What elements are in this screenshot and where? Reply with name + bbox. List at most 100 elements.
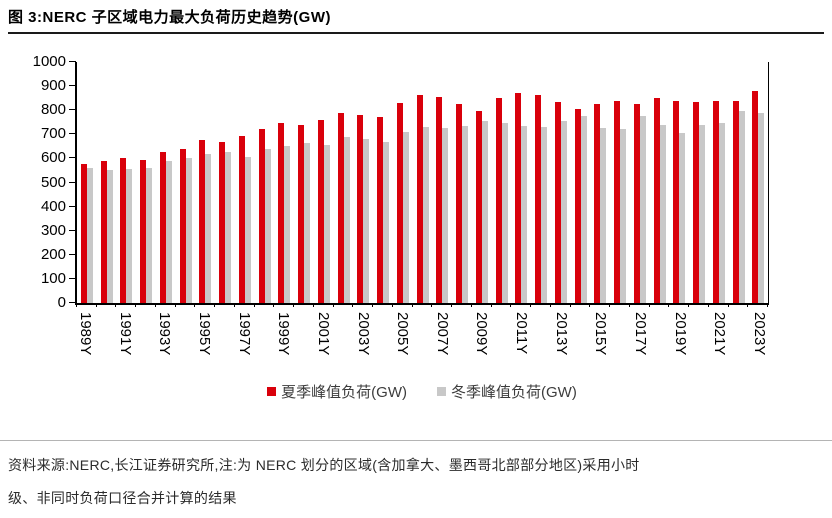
x-axis-tick (530, 303, 532, 307)
x-axis-label-2023Y: 2023Y (751, 312, 769, 356)
source-note: 资料来源:NERC,长江证券研究所,注:为 NERC 划分的区域(含加拿大、墨西… (8, 449, 824, 515)
bar-summer-2009Y (475, 111, 482, 303)
bar-group-1999Y (275, 62, 295, 303)
bar-group-2015Y (591, 62, 611, 303)
x-axis-label-2017Y: 2017Y (632, 312, 650, 356)
x-axis-tick (569, 303, 571, 307)
winter-series-swatch-icon (437, 387, 446, 396)
x-axis-tick (391, 303, 393, 307)
bar-winter-1995Y (205, 153, 212, 303)
bar-group-2018Y (650, 62, 670, 303)
bar-summer-2003Y (357, 115, 364, 303)
bar-winter-2008Y (462, 125, 469, 303)
bar-group-1993Y (156, 62, 176, 303)
bar-group-2016Y (610, 62, 630, 303)
x-axis-tick (253, 303, 255, 307)
bar-group-2009Y (472, 62, 492, 303)
x-axis-tick (273, 303, 275, 307)
bar-summer-2016Y (614, 100, 621, 303)
bar-winter-2010Y (501, 123, 508, 303)
bar-group-2013Y (551, 62, 571, 303)
bar-winter-2021Y (718, 123, 725, 303)
bar-summer-1994Y (179, 148, 186, 303)
legend-label-winter: 冬季峰值负荷(GW) (451, 384, 577, 401)
x-axis-tick (589, 303, 591, 307)
bar-winter-2023Y (758, 112, 765, 303)
summer-series-swatch-icon (267, 387, 277, 396)
x-axis-label-2003Y: 2003Y (354, 312, 372, 356)
y-axis-label: 400 (40, 197, 66, 215)
peak-load-bar-chart: 0 100 200 300 400 500 600 700 800 900 1000 1989Y 19… (8, 53, 824, 402)
title-divider (8, 32, 824, 34)
bar-summer-2001Y (317, 119, 324, 303)
bar-group-1995Y (196, 62, 216, 303)
bar-group-1992Y (136, 62, 156, 303)
y-axis-tick (69, 181, 76, 183)
x-axis-tick (470, 303, 472, 307)
bar-winter-1998Y (264, 148, 271, 303)
y-axis-tick (69, 109, 76, 111)
bar-group-2004Y (373, 62, 393, 303)
bar-group-1990Y (97, 62, 117, 303)
bar-group-1994Y (176, 62, 196, 303)
x-axis-label-2013Y: 2013Y (552, 312, 570, 356)
y-axis-label: 600 (40, 149, 66, 167)
figure-container: 图 3:NERC 子区域电力最大负荷历史趋势(GW) 0 100 200 300 400… (8, 9, 824, 402)
bar-summer-2014Y (574, 109, 581, 303)
bar-winter-2018Y (659, 124, 666, 303)
x-axis-tick (115, 303, 117, 307)
x-axis-label-2015Y: 2015Y (592, 312, 610, 356)
x-axis-tick (490, 303, 492, 307)
y-axis-tick (69, 85, 76, 87)
bar-group-2014Y (571, 62, 591, 303)
y-axis-label: 800 (40, 101, 66, 119)
bar-group-2005Y (393, 62, 413, 303)
x-axis-tick (194, 303, 196, 307)
plot-area: 0 100 200 300 400 500 600 700 800 900 1000 (33, 53, 769, 311)
bar-group-2021Y (709, 62, 729, 303)
bar-group-2020Y (689, 62, 709, 303)
bar-summer-2012Y (535, 94, 542, 303)
bar-group-2022Y (729, 62, 749, 303)
x-axis-tick (233, 303, 235, 307)
bar-group-2000Y (294, 62, 314, 303)
bar-group-2006Y (413, 62, 433, 303)
y-axis-tick (69, 253, 76, 255)
bar-group-2010Y (492, 62, 512, 303)
bar-winter-2011Y (521, 125, 528, 303)
bottom-divider (0, 440, 832, 441)
x-axis-tick (707, 303, 709, 307)
y-axis-tick (69, 205, 76, 207)
bar-group-2007Y (433, 62, 453, 303)
x-axis-tick (293, 303, 295, 307)
x-axis-label-2005Y: 2005Y (394, 312, 412, 356)
x-axis-tick (510, 303, 512, 307)
bar-winter-2013Y (560, 121, 567, 303)
x-axis-tick (727, 303, 729, 307)
y-axis-label: 0 (57, 294, 66, 311)
x-axis-labels: 1989Y 1991Y 1993Y 1995Y 1997Y 1999Y 2001Y 2003Y… (75, 305, 769, 369)
x-axis-label-1989Y: 1989Y (76, 312, 94, 356)
bar-group-2008Y (452, 62, 472, 303)
y-axis-label: 200 (40, 245, 66, 263)
x-axis-label-2019Y: 2019Y (671, 312, 689, 356)
bar-winter-2009Y (481, 121, 488, 303)
bar-winter-1999Y (284, 146, 291, 303)
bar-group-2019Y (670, 62, 690, 303)
x-axis-tick (688, 303, 690, 307)
bar-summer-1998Y (258, 129, 265, 303)
x-axis-tick (95, 303, 97, 307)
y-axis-tick (69, 133, 76, 135)
x-axis-tick (332, 303, 334, 307)
bar-summer-2007Y (436, 96, 443, 303)
bar-group-2003Y (354, 62, 374, 303)
y-axis-tick (69, 157, 76, 159)
bar-winter-2022Y (738, 111, 745, 303)
x-axis-label-1995Y: 1995Y (195, 312, 213, 356)
bars-container (77, 62, 768, 303)
bar-group-2001Y (314, 62, 334, 303)
bar-summer-1995Y (199, 140, 206, 303)
x-axis-label-2011Y: 2011Y (513, 312, 531, 355)
x-axis-tick (431, 303, 433, 307)
bar-winter-2003Y (363, 139, 370, 303)
